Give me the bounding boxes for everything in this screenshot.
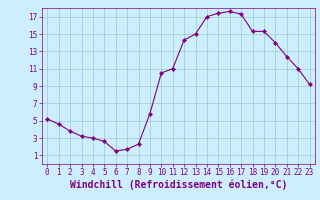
- X-axis label: Windchill (Refroidissement éolien,°C): Windchill (Refroidissement éolien,°C): [70, 180, 287, 190]
